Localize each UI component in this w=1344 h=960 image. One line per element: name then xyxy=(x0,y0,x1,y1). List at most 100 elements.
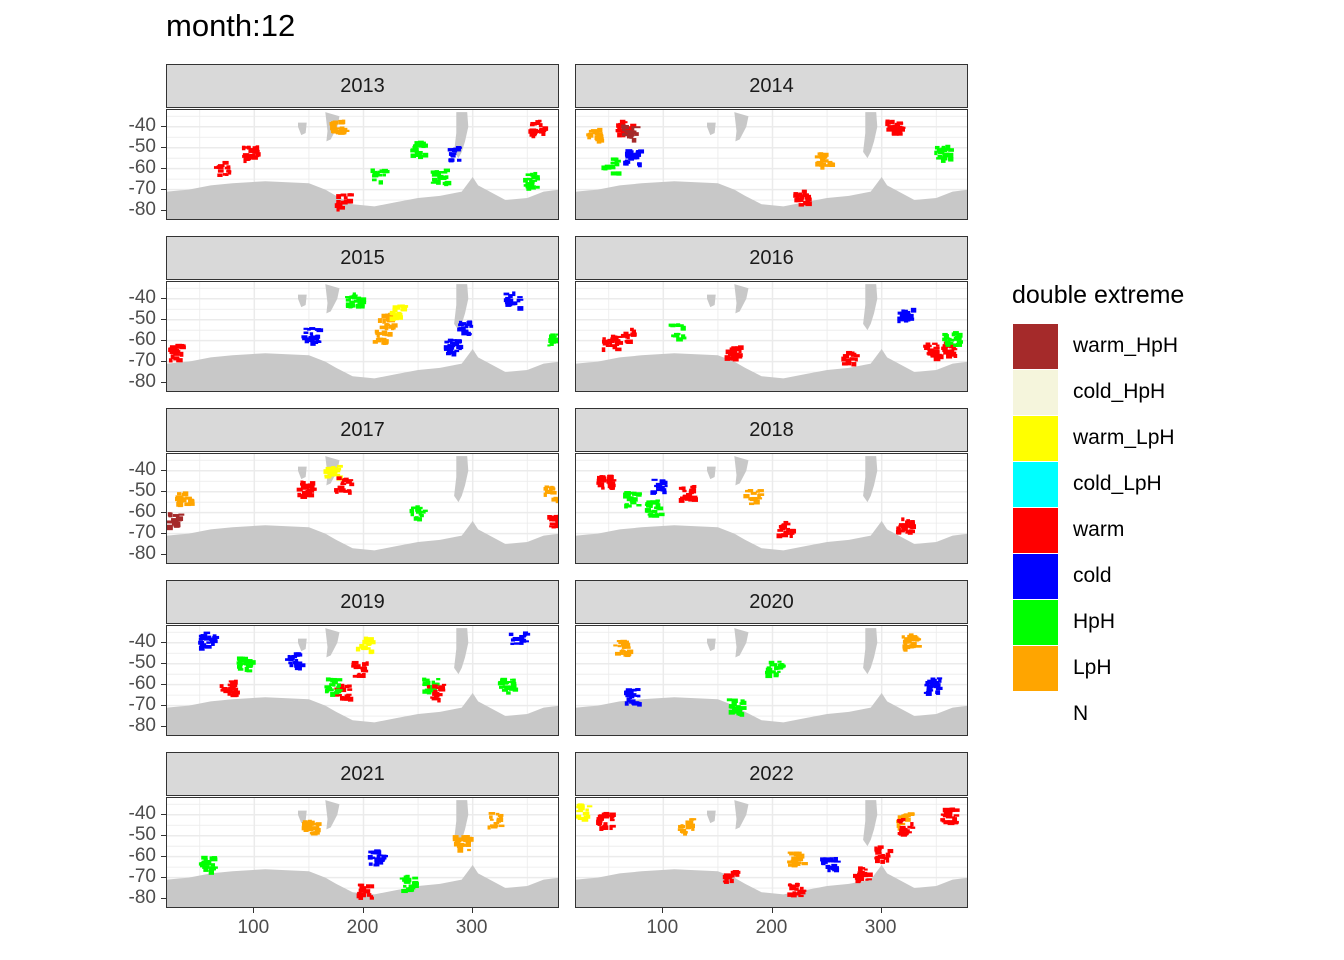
grid-cell xyxy=(296,487,303,492)
grid-cell xyxy=(773,673,779,678)
grid-cell xyxy=(210,857,218,862)
grid-cell xyxy=(419,514,424,518)
grid-cell xyxy=(597,814,604,818)
grid-cell xyxy=(679,828,687,833)
grid-cell xyxy=(854,875,861,880)
grid-cell xyxy=(683,494,688,499)
grid-cell xyxy=(655,503,661,508)
grid-cell xyxy=(544,485,550,489)
y-tick-mark xyxy=(161,490,166,492)
grid-cell xyxy=(299,663,306,668)
grid-cell xyxy=(631,497,637,500)
grid-cell xyxy=(905,831,912,834)
grid-cell xyxy=(626,649,634,655)
grid-cell xyxy=(527,182,535,187)
facet-strip-label: 2016 xyxy=(575,236,968,280)
grid-cell xyxy=(330,125,337,131)
legend-swatch xyxy=(1013,508,1058,553)
extreme-patch-LpH xyxy=(301,819,322,836)
grid-cell xyxy=(176,358,183,363)
grid-cell xyxy=(875,847,882,851)
grid-cell xyxy=(605,344,612,347)
grid-cell xyxy=(934,145,940,150)
grid-cell xyxy=(236,656,244,661)
grid-cell xyxy=(412,145,416,149)
grid-cell xyxy=(548,338,555,343)
grid-cell xyxy=(374,329,379,334)
grid-cell xyxy=(493,822,499,825)
y-tick-label: -60 xyxy=(128,156,156,178)
grid-cell xyxy=(537,119,542,123)
grid-cell xyxy=(410,153,417,158)
grid-cell xyxy=(430,181,437,184)
grid-cell xyxy=(459,837,464,842)
grid-cell xyxy=(588,134,593,137)
legend-item-cold: cold xyxy=(1013,554,1313,600)
x-tick-label: 300 xyxy=(455,917,488,938)
panel-map-area xyxy=(166,109,559,220)
grid-cell xyxy=(624,701,629,706)
grid-cell xyxy=(777,660,782,663)
grid-cell xyxy=(930,678,937,683)
grid-cell xyxy=(625,688,633,693)
legend-label: N xyxy=(1073,702,1089,725)
grid-cell xyxy=(246,669,253,673)
grid-cell xyxy=(553,337,558,342)
grid-cell xyxy=(288,656,294,662)
grid-cell xyxy=(338,488,344,493)
grid-cell xyxy=(366,637,373,643)
grid-cell xyxy=(433,179,441,183)
extreme-patch-warm xyxy=(724,345,744,362)
grid-cell xyxy=(814,155,820,159)
y-tick-mark xyxy=(161,469,166,471)
grid-cell xyxy=(249,153,256,159)
grid-cell xyxy=(941,145,946,150)
grid-cell xyxy=(738,345,744,350)
grid-cell xyxy=(937,154,943,158)
grid-cell xyxy=(358,304,365,309)
extreme-patch-warm xyxy=(897,817,916,837)
grid-cell xyxy=(609,164,616,169)
grid-cell xyxy=(513,642,520,645)
grid-cell xyxy=(467,848,471,852)
grid-cell xyxy=(460,326,466,332)
grid-cell xyxy=(877,845,884,849)
grid-cell xyxy=(180,497,187,503)
extreme-patch-warm xyxy=(885,119,906,136)
grid-cell xyxy=(325,686,331,690)
grid-cell xyxy=(625,693,632,698)
grid-cell xyxy=(723,881,729,884)
grid-cell xyxy=(358,303,365,307)
facet-panel-2020: 2020 xyxy=(575,580,968,736)
grid-cell xyxy=(948,157,954,162)
grid-cell xyxy=(896,130,903,135)
legend-title: double extreme xyxy=(1012,281,1185,309)
grid-cell xyxy=(403,884,407,888)
grid-cell xyxy=(422,677,427,682)
grid-cell xyxy=(897,316,901,321)
grid-cell xyxy=(432,684,438,689)
grid-cell xyxy=(860,867,866,870)
grid-cell xyxy=(943,334,949,339)
grid-cell xyxy=(602,825,609,830)
panel-map-area xyxy=(166,625,559,736)
grid-cell xyxy=(369,640,376,645)
facet-panel-2018: 2018 xyxy=(575,408,968,564)
facet-strip-label: 2013 xyxy=(166,64,559,108)
grid-cell xyxy=(426,690,432,695)
grid-cell xyxy=(525,182,529,186)
grid-cell xyxy=(369,896,374,900)
grid-cell xyxy=(304,338,310,344)
grid-cell xyxy=(796,858,804,862)
grid-cell xyxy=(558,525,559,529)
grid-cell xyxy=(375,331,381,336)
grid-cell xyxy=(956,332,963,338)
grid-cell xyxy=(412,876,419,880)
map-svg xyxy=(576,282,967,391)
facet-panel-2017: 2017 xyxy=(166,408,559,564)
grid-cell xyxy=(174,350,181,354)
grid-cell xyxy=(610,818,615,822)
grid-cell xyxy=(335,689,341,694)
grid-cell xyxy=(422,509,428,512)
grid-cell xyxy=(203,631,211,635)
